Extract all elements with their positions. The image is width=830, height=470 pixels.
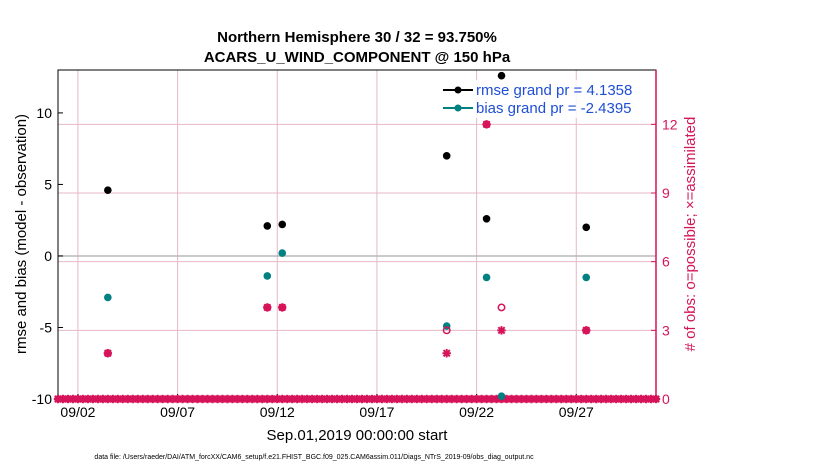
plot-area bbox=[57, 69, 657, 400]
rmse-point bbox=[582, 223, 591, 232]
rmse-point bbox=[482, 214, 491, 223]
legend-marker-bias bbox=[454, 104, 462, 112]
data-file-footnote: data file: /Users/raeder/DAI/ATM_forcXX/… bbox=[94, 454, 534, 461]
obs-possible-point bbox=[497, 303, 506, 312]
bias-point bbox=[278, 249, 287, 257]
legend-label-bias: bias grand pr = -2.4395 bbox=[476, 100, 632, 117]
left-tick-label: 10 bbox=[36, 105, 52, 121]
left-tick-label: -10 bbox=[32, 391, 52, 407]
left-tick-label: 5 bbox=[44, 176, 52, 192]
x-axis-label: Sep.01,2019 00:00:00 start bbox=[267, 427, 449, 444]
grid bbox=[58, 70, 656, 399]
obs-assimilated-zero-point bbox=[651, 394, 661, 404]
left-tick-label: 0 bbox=[44, 248, 52, 264]
legend-box bbox=[440, 80, 652, 118]
bias-point bbox=[104, 293, 112, 302]
bias-point bbox=[582, 273, 591, 282]
x-tick-label: 09/02 bbox=[60, 404, 95, 420]
legend-label-rmse: rmse grand pr = 4.1358 bbox=[476, 82, 632, 99]
rmse-point bbox=[104, 186, 112, 194]
bias-point bbox=[482, 273, 491, 282]
rmse-point bbox=[263, 222, 272, 230]
rmse-point bbox=[442, 152, 451, 160]
x-axis: 09/02 09/07 09/12 09/17 09/22 09/27 bbox=[60, 394, 594, 420]
obs-assimilated-point bbox=[263, 303, 272, 312]
bias-point bbox=[497, 392, 506, 400]
right-tick-label: 12 bbox=[662, 116, 678, 132]
x-tick-label: 09/27 bbox=[559, 404, 594, 420]
bias-point bbox=[263, 272, 272, 280]
right-tick-label: 6 bbox=[662, 254, 670, 270]
right-tick-label: 0 bbox=[662, 391, 670, 407]
x-tick-label: 09/07 bbox=[160, 404, 195, 420]
legend: rmse grand pr = 4.1358 bias grand pr = -… bbox=[440, 80, 652, 118]
obs-assimilated-point bbox=[278, 303, 287, 312]
x-tick-label: 09/17 bbox=[359, 404, 394, 420]
chart-marks bbox=[53, 71, 661, 404]
obs-assimilated-point bbox=[497, 326, 506, 335]
obs-assimilated-point bbox=[103, 349, 113, 358]
obs-possible-point bbox=[442, 326, 451, 335]
chart-title-line1: Northern Hemisphere 30 / 32 = 93.750% bbox=[217, 29, 497, 46]
chart-title-line2: ACARS_U_WIND_COMPONENT @ 150 hPa bbox=[204, 49, 511, 66]
rmse-point bbox=[278, 220, 287, 229]
x-tick-label: 09/12 bbox=[260, 404, 295, 420]
y-axis-label-right: # of obs: o=possible; ×=assimilated bbox=[682, 117, 699, 352]
x-tick-label: 09/22 bbox=[459, 404, 494, 420]
right-tick-label: 9 bbox=[662, 185, 670, 201]
rmse-point bbox=[497, 71, 506, 80]
y-axis-label-left: rmse and bias (model - observation) bbox=[13, 114, 30, 354]
right-axis: 0 3 6 9 12 bbox=[651, 70, 678, 407]
left-tick-label: -5 bbox=[40, 319, 53, 335]
legend-marker-rmse bbox=[454, 86, 462, 94]
right-tick-label: 3 bbox=[662, 322, 670, 338]
obs-assimilated-point bbox=[442, 349, 451, 358]
obs-assimilated-point bbox=[582, 326, 591, 335]
obs-assimilated-point bbox=[482, 120, 491, 129]
